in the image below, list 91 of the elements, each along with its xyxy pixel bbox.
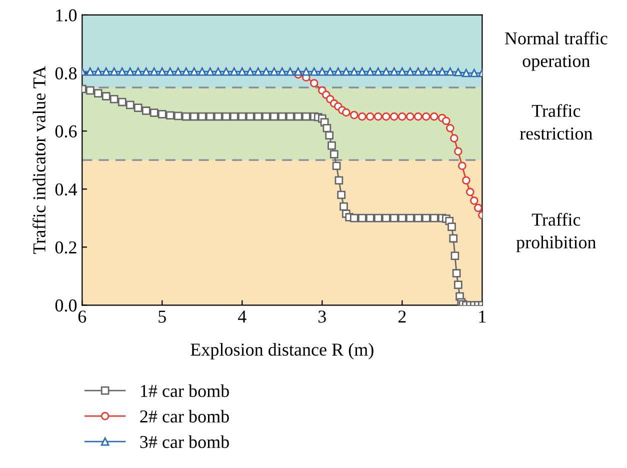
point bbox=[366, 67, 374, 76]
legend-label: 2# car bomb bbox=[140, 410, 229, 423]
point bbox=[182, 67, 190, 76]
point bbox=[294, 67, 302, 76]
point bbox=[398, 67, 406, 76]
point bbox=[350, 110, 358, 120]
y-tick-label: 0.8 bbox=[55, 67, 77, 80]
point bbox=[310, 67, 318, 76]
point bbox=[150, 67, 158, 76]
band-label: Normal traffic operation bbox=[504, 32, 608, 71]
band-label: Traffic prohibition bbox=[516, 212, 596, 252]
x-axis-title: Explosion distance R (m) bbox=[190, 343, 374, 360]
point bbox=[94, 67, 102, 76]
y-tick-label: 0.6 bbox=[55, 125, 77, 138]
point bbox=[470, 196, 478, 205]
point bbox=[382, 67, 390, 76]
point bbox=[302, 67, 310, 76]
point bbox=[230, 67, 238, 76]
y-tick-label: 0.0 bbox=[55, 299, 77, 312]
point bbox=[214, 67, 222, 76]
point bbox=[310, 78, 318, 88]
point bbox=[134, 67, 142, 76]
point bbox=[398, 112, 406, 121]
point bbox=[326, 67, 334, 76]
legend-label: 3# car bomb bbox=[140, 435, 229, 448]
point bbox=[382, 112, 390, 121]
point bbox=[278, 67, 286, 76]
point bbox=[422, 67, 430, 76]
point bbox=[262, 67, 270, 76]
legend-label: 1# car bomb bbox=[140, 384, 229, 398]
x-tick-label: 5 bbox=[158, 310, 166, 323]
point bbox=[414, 112, 422, 121]
point bbox=[430, 67, 438, 76]
x-tick-label: 4 bbox=[238, 310, 246, 323]
point bbox=[458, 162, 466, 170]
point bbox=[86, 67, 94, 76]
point bbox=[358, 112, 366, 121]
point bbox=[406, 112, 414, 121]
point bbox=[350, 67, 358, 76]
point bbox=[450, 134, 458, 142]
point bbox=[158, 67, 166, 76]
point bbox=[118, 67, 126, 76]
point bbox=[246, 67, 254, 76]
point bbox=[206, 67, 214, 76]
x-tick-label: 3 bbox=[318, 310, 326, 323]
point bbox=[198, 67, 206, 76]
point bbox=[238, 67, 246, 76]
point bbox=[270, 67, 278, 76]
point bbox=[422, 112, 430, 121]
point bbox=[438, 67, 446, 76]
point bbox=[342, 108, 350, 117]
point bbox=[414, 67, 422, 76]
x-tick-label: 6 bbox=[78, 310, 86, 323]
point bbox=[446, 67, 454, 76]
point bbox=[166, 67, 174, 76]
y-tick-label: 0.2 bbox=[55, 241, 76, 254]
y-tick-label: 0.4 bbox=[55, 183, 77, 196]
point bbox=[462, 176, 470, 185]
point bbox=[342, 67, 350, 76]
y-axis-title: Traffic indicator value TA bbox=[32, 66, 46, 254]
point bbox=[254, 67, 262, 76]
point bbox=[390, 112, 398, 121]
point bbox=[462, 68, 470, 78]
point bbox=[374, 112, 382, 121]
point bbox=[454, 147, 462, 156]
point bbox=[474, 204, 482, 212]
point bbox=[102, 67, 110, 76]
point bbox=[454, 68, 462, 76]
point bbox=[430, 112, 438, 121]
band-label: Traffic restriction bbox=[520, 104, 592, 140]
point bbox=[286, 67, 294, 76]
x-tick-label: 1 bbox=[479, 310, 486, 323]
point bbox=[374, 67, 382, 76]
point bbox=[222, 67, 230, 76]
point bbox=[470, 68, 478, 78]
point bbox=[174, 67, 182, 76]
point bbox=[358, 67, 366, 76]
point bbox=[446, 124, 454, 132]
x-tick-label: 2 bbox=[398, 310, 406, 323]
y-tick-label: 1.0 bbox=[56, 9, 77, 22]
point bbox=[190, 67, 198, 76]
point bbox=[110, 67, 118, 76]
point bbox=[318, 67, 326, 76]
point bbox=[406, 67, 414, 76]
point bbox=[390, 67, 398, 76]
point bbox=[442, 116, 450, 126]
point bbox=[466, 188, 474, 196]
point bbox=[126, 67, 134, 76]
point bbox=[366, 112, 374, 121]
point bbox=[334, 67, 342, 76]
point bbox=[142, 67, 150, 76]
